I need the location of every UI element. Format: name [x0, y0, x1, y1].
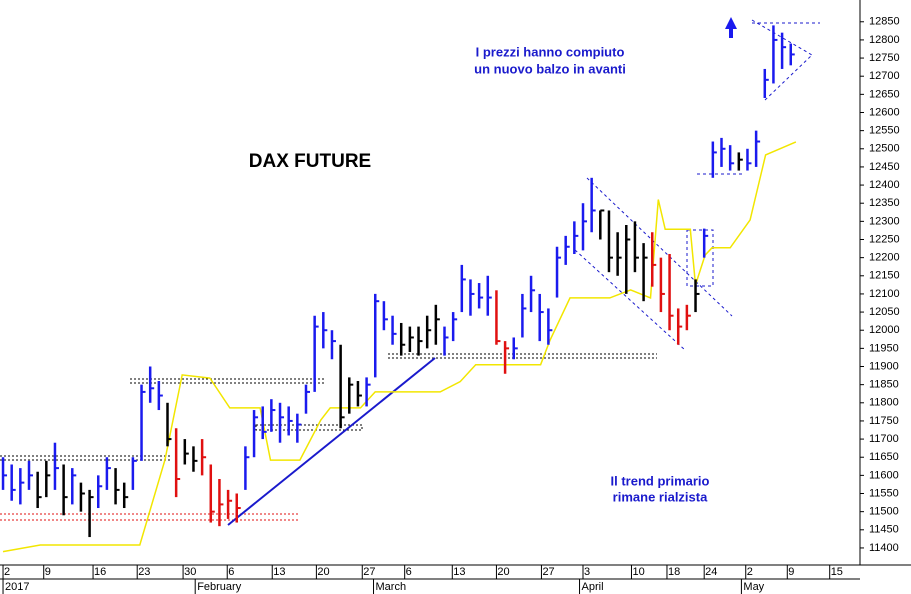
y-tick-label: 12400 — [869, 179, 900, 191]
x-tick-label: 23 — [138, 566, 150, 578]
x-tick-label: 20 — [497, 566, 509, 578]
month-label: February — [197, 581, 242, 593]
annotation: I prezzi hanno compiuto — [476, 44, 625, 59]
y-tick-label: 12250 — [869, 233, 900, 245]
y-tick-label: 12150 — [869, 270, 900, 282]
x-tick-label: 27 — [363, 566, 375, 578]
y-tick-label: 12100 — [869, 288, 900, 300]
indicator-line — [2, 141, 797, 553]
y-tick-label: 11900 — [869, 360, 899, 372]
x-tick-label: 13 — [273, 566, 285, 578]
month-label: May — [743, 581, 764, 593]
y-tick-label: 12300 — [869, 215, 900, 227]
x-tick-label: 30 — [184, 566, 196, 578]
chart-title: DAX FUTURE — [249, 151, 371, 172]
y-tick-label: 12750 — [869, 52, 900, 64]
month-label: 2017 — [5, 581, 29, 593]
x-tick-label: 18 — [668, 566, 680, 578]
y-tick-label: 12600 — [869, 106, 900, 118]
annotations — [0, 17, 820, 526]
x-tick-label: 24 — [705, 566, 717, 578]
y-tick-label: 12850 — [869, 16, 900, 28]
y-tick-label: 11800 — [869, 397, 899, 409]
y-tick-label: 11450 — [869, 524, 899, 536]
annotation: rimane rialzista — [613, 489, 708, 504]
y-tick-label: 12500 — [869, 143, 900, 155]
y-tick-label: 12800 — [869, 34, 900, 46]
month-label: March — [376, 581, 407, 593]
y-tick-label: 11700 — [869, 433, 899, 445]
y-tick-label: 12200 — [869, 252, 900, 264]
y-tick-label: 12350 — [869, 197, 900, 209]
x-tick-label: 9 — [45, 566, 51, 578]
month-label: April — [582, 581, 604, 593]
y-tick-label: 12700 — [869, 70, 900, 82]
y-tick-label: 12000 — [869, 324, 900, 336]
y-tick-label: 11950 — [869, 342, 899, 354]
x-tick-label: 27 — [542, 566, 554, 578]
x-tick-label: 9 — [788, 566, 794, 578]
y-tick-label: 11650 — [869, 451, 899, 463]
x-tick-label: 2 — [4, 566, 10, 578]
x-tick-label: 3 — [584, 566, 590, 578]
y-tick-label: 11500 — [869, 506, 899, 518]
y-tick-label: 11750 — [869, 415, 899, 427]
y-tick-label: 11600 — [869, 469, 899, 481]
y-tick-label: 11400 — [869, 542, 899, 554]
y-tick-label: 11550 — [869, 487, 899, 499]
x-tick-label: 16 — [94, 566, 106, 578]
y-tick-label: 12550 — [869, 125, 900, 137]
x-tick-label: 15 — [831, 566, 843, 578]
annotation: un nuovo balzo in avanti — [474, 61, 626, 76]
annotation: Il trend primario — [611, 473, 710, 488]
x-tick-label: 6 — [228, 566, 234, 578]
y-tick-label: 12050 — [869, 306, 900, 318]
x-tick-label: 2 — [747, 566, 753, 578]
y-tick-label: 12650 — [869, 88, 900, 100]
y-tick-label: 12450 — [869, 161, 900, 173]
x-tick-label: 13 — [453, 566, 465, 578]
y-tick-label: 11850 — [869, 379, 899, 391]
x-tick-label: 6 — [406, 566, 412, 578]
x-tick-label: 10 — [632, 566, 644, 578]
x-tick-label: 20 — [317, 566, 329, 578]
